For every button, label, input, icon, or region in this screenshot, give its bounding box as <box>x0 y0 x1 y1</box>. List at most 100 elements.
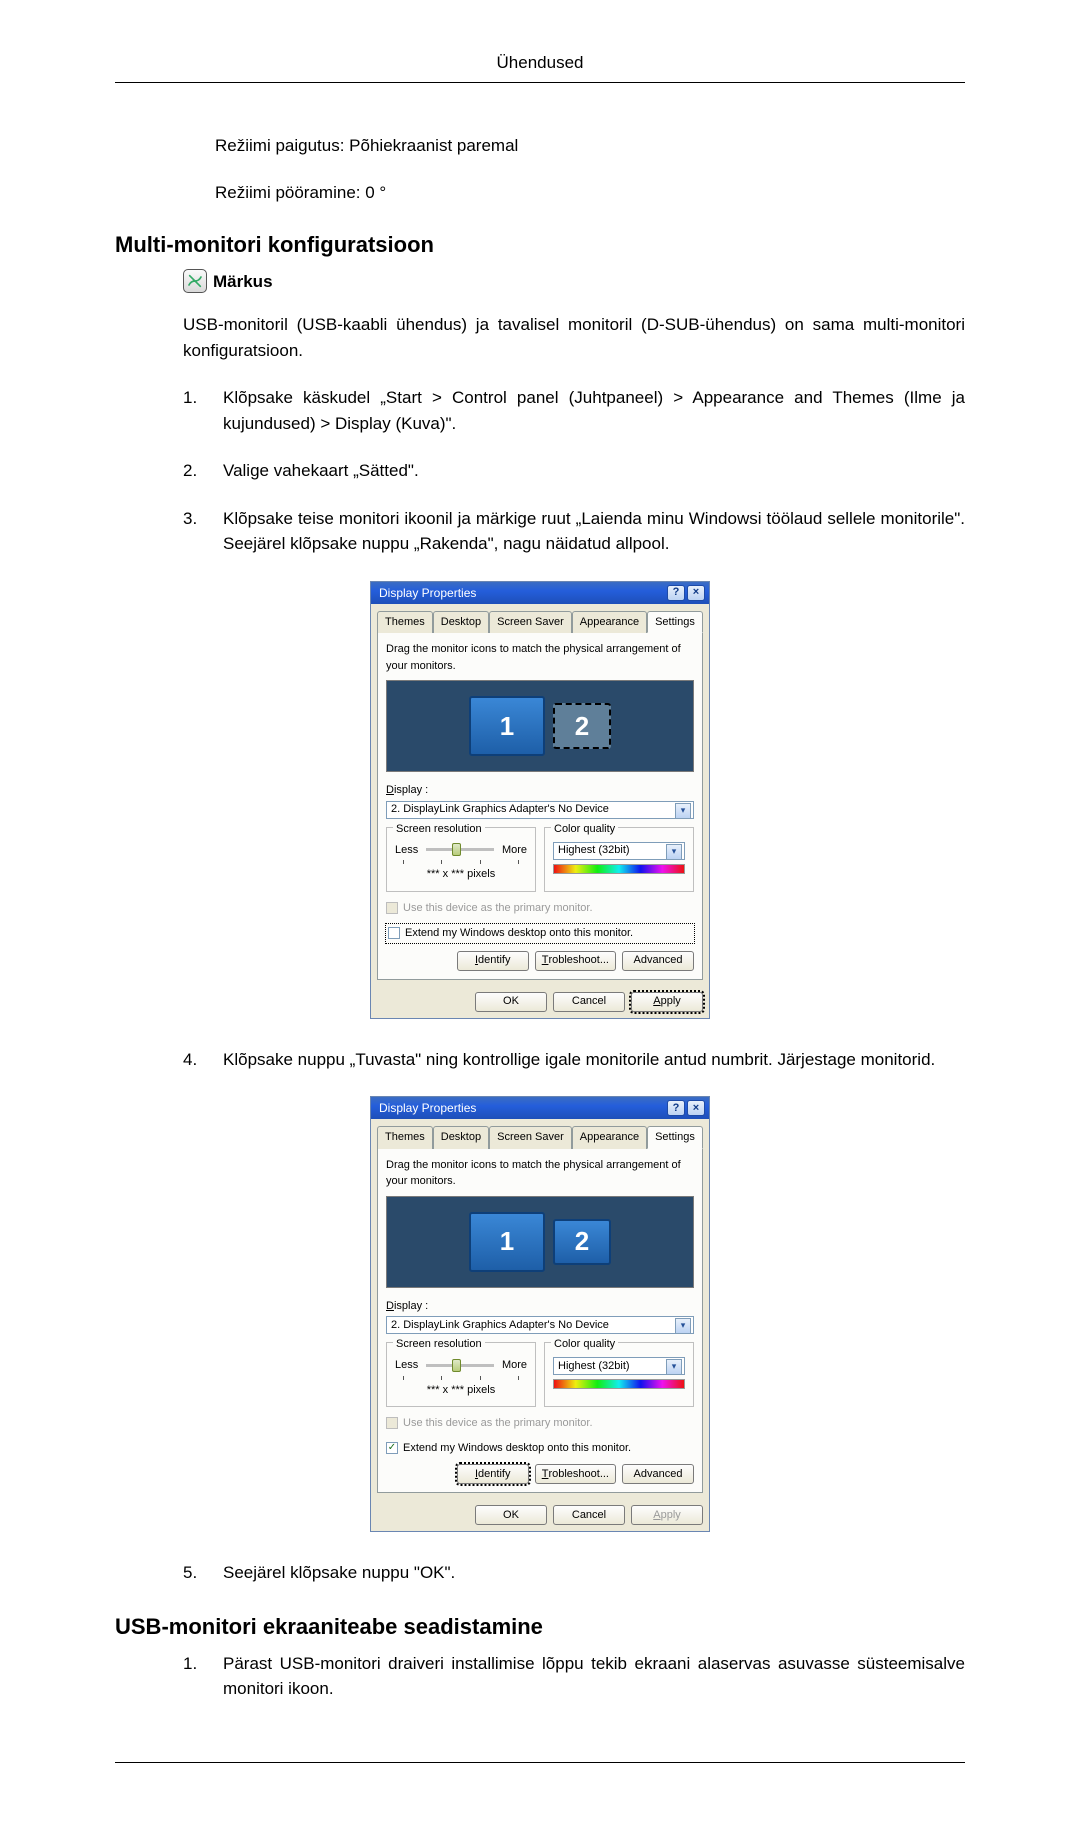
group-title-resolution: Screen resolution <box>393 1336 485 1353</box>
screen-resolution-group: Screen resolution Less More *** x *** pi… <box>386 827 536 892</box>
steps-list-4: 1. Pärast USB-monitori draiveri installim… <box>183 1651 965 1702</box>
steps-list-1: 1.Klõpsake käskudel „Start > Control pan… <box>183 385 965 557</box>
cancel-button[interactable]: Cancel <box>553 1505 625 1525</box>
note-row: Märkus <box>183 269 965 295</box>
help-button[interactable]: ? <box>667 1100 685 1116</box>
tab-body: Drag the monitor icons to match the phys… <box>377 632 703 980</box>
advanced-button[interactable]: Advanced <box>622 1464 694 1484</box>
slider-less-label: Less <box>395 1357 418 1374</box>
color-bar <box>553 1379 685 1389</box>
monitor-arrangement-area[interactable]: 1 2 <box>386 680 694 772</box>
step-number: 1. <box>183 1651 205 1702</box>
screen-resolution-group: Screen resolution Less More *** x *** pi… <box>386 1342 536 1407</box>
tab-screen-saver[interactable]: Screen Saver <box>489 611 572 634</box>
identify-button[interactable]: Identify <box>457 951 529 971</box>
dialog-footer: OK Cancel Apply <box>371 986 709 1018</box>
monitor-2-icon[interactable]: 2 <box>553 1219 611 1265</box>
inner-button-row: Identify Trobleshoot... Advanced <box>386 1464 694 1484</box>
tab-screen-saver[interactable]: Screen Saver <box>489 1126 572 1149</box>
close-button[interactable]: × <box>687 585 705 601</box>
page-header: Ühendused <box>115 50 965 83</box>
tab-themes[interactable]: Themes <box>377 1126 433 1149</box>
tab-settings[interactable]: Settings <box>647 1126 703 1149</box>
troubleshoot-button[interactable]: Trobleshoot... <box>535 1464 616 1484</box>
intro-line-1: Režiimi paigutus: Põhiekraanist paremal <box>215 133 965 159</box>
checkbox-primary-row: Use this device as the primary monitor. <box>386 1415 694 1432</box>
group-title-color: Color quality <box>551 821 618 838</box>
note-icon <box>183 269 207 293</box>
checkbox-primary <box>386 902 398 914</box>
step-text: Klõpsake käskudel „Start > Control panel… <box>223 385 965 436</box>
dialog-titlebar: Display Properties ? × <box>371 1097 709 1119</box>
monitor-1-icon[interactable]: 1 <box>469 696 545 756</box>
monitor-arrangement-area[interactable]: 1 2 <box>386 1196 694 1288</box>
tab-strip: Themes Desktop Screen Saver Appearance S… <box>371 604 709 633</box>
ok-button[interactable]: OK <box>475 1505 547 1525</box>
display-label: Display : <box>386 1298 694 1315</box>
step-number: 2. <box>183 458 205 484</box>
checkbox-extend[interactable] <box>388 927 400 939</box>
steps-list-2: 4.Klõpsake nuppu „Tuvasta" ning kontroll… <box>183 1047 965 1073</box>
help-button[interactable]: ? <box>667 585 685 601</box>
step-text: Seejärel klõpsake nuppu "OK". <box>223 1560 965 1586</box>
step-text: Valige vahekaart „Sätted". <box>223 458 965 484</box>
ok-button[interactable]: OK <box>475 992 547 1012</box>
checkbox-extend-row[interactable]: Extend my Windows desktop onto this moni… <box>386 924 694 943</box>
checkbox-extend-label: Extend my Windows desktop onto this moni… <box>405 925 633 942</box>
tab-appearance[interactable]: Appearance <box>572 1126 647 1149</box>
drag-hint: Drag the monitor icons to match the phys… <box>386 1157 694 1190</box>
display-combo[interactable]: 2. DisplayLink Graphics Adapter's No Dev… <box>386 1316 694 1334</box>
tab-desktop[interactable]: Desktop <box>433 611 489 634</box>
tab-strip: Themes Desktop Screen Saver Appearance S… <box>371 1119 709 1148</box>
step-text: Pärast USB-monitori draiveri installimis… <box>223 1651 965 1702</box>
checkbox-extend[interactable]: ✓ <box>386 1442 398 1454</box>
apply-button: Apply <box>631 1505 703 1525</box>
color-quality-combo[interactable]: Highest (32bit) <box>553 1357 685 1375</box>
color-quality-combo[interactable]: Highest (32bit) <box>553 842 685 860</box>
note-text: USB-monitoril (USB-kaabli ühendus) ja ta… <box>183 312 965 363</box>
color-quality-group: Color quality Highest (32bit) <box>544 1342 694 1407</box>
tab-body: Drag the monitor icons to match the phys… <box>377 1148 703 1494</box>
monitor-1-icon[interactable]: 1 <box>469 1212 545 1272</box>
display-combo[interactable]: 2. DisplayLink Graphics Adapter's No Dev… <box>386 801 694 819</box>
note-label: Märkus <box>213 269 273 295</box>
pixel-readout: *** x *** pixels <box>395 1382 527 1399</box>
display-properties-dialog-2: Display Properties ? × Themes Desktop Sc… <box>370 1096 710 1532</box>
step-number: 3. <box>183 506 205 557</box>
tab-appearance[interactable]: Appearance <box>572 611 647 634</box>
tab-desktop[interactable]: Desktop <box>433 1126 489 1149</box>
step-text: Klõpsake teise monitori ikoonil ja märki… <box>223 506 965 557</box>
apply-button[interactable]: Apply <box>631 992 703 1012</box>
slider-thumb[interactable] <box>452 843 461 856</box>
checkbox-primary-label: Use this device as the primary monitor. <box>403 900 593 917</box>
color-bar <box>553 864 685 874</box>
advanced-button[interactable]: Advanced <box>622 951 694 971</box>
cancel-button[interactable]: Cancel <box>553 992 625 1012</box>
group-title-resolution: Screen resolution <box>393 821 485 838</box>
step-number: 5. <box>183 1560 205 1586</box>
dialog-title-text: Display Properties <box>379 1099 665 1117</box>
group-title-color: Color quality <box>551 1336 618 1353</box>
intro-line-2: Režiimi pööramine: 0 ° <box>215 180 965 206</box>
slider-more-label: More <box>502 1357 527 1374</box>
checkbox-primary <box>386 1417 398 1429</box>
display-properties-dialog-1: Display Properties ? × Themes Desktop Sc… <box>370 581 710 1019</box>
close-button[interactable]: × <box>687 1100 705 1116</box>
display-label: Display : <box>386 782 694 799</box>
troubleshoot-button[interactable]: Trobleshoot... <box>535 951 616 971</box>
resolution-slider[interactable]: Less More <box>395 1357 527 1374</box>
slider-less-label: Less <box>395 842 418 859</box>
slider-thumb[interactable] <box>452 1359 461 1372</box>
resolution-slider[interactable]: Less More <box>395 842 527 859</box>
monitor-2-icon[interactable]: 2 <box>553 703 611 749</box>
section-heading-multi-monitor: Multi-monitori konfiguratsioon <box>115 228 965 261</box>
checkbox-extend-row[interactable]: ✓ Extend my Windows desktop onto this mo… <box>386 1440 694 1457</box>
tab-themes[interactable]: Themes <box>377 611 433 634</box>
tab-settings[interactable]: Settings <box>647 611 703 634</box>
dialog-title-text: Display Properties <box>379 584 665 602</box>
footer-rule <box>115 1762 965 1763</box>
checkbox-extend-label: Extend my Windows desktop onto this moni… <box>403 1440 631 1457</box>
step-text: Klõpsake nuppu „Tuvasta" ning kontrollig… <box>223 1047 965 1073</box>
checkbox-primary-label: Use this device as the primary monitor. <box>403 1415 593 1432</box>
identify-button[interactable]: Identify <box>457 1464 529 1484</box>
